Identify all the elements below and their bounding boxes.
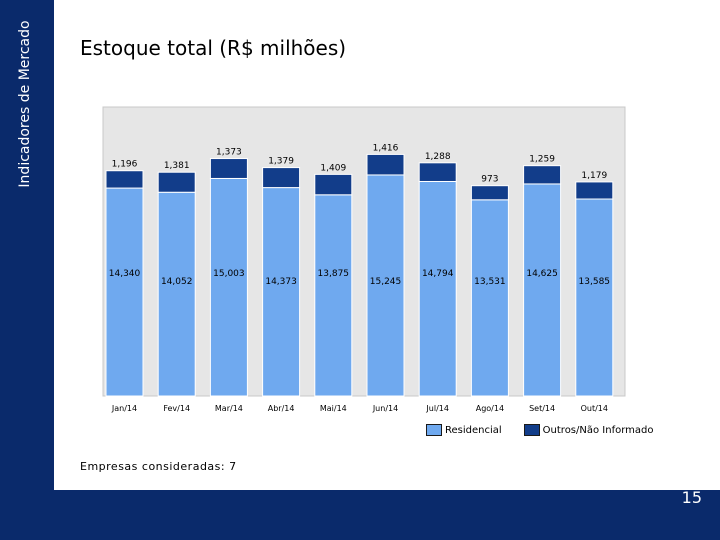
bar-outros: [523, 165, 562, 185]
bar-residencial: [470, 199, 509, 397]
data-label-outros: 1,259: [529, 155, 555, 165]
x-tick-label: Jul/14: [425, 404, 449, 413]
data-label-outros: 1,179: [581, 171, 607, 181]
x-tick-label: Jan/14: [111, 404, 137, 413]
data-label-outros: 1,381: [164, 161, 190, 171]
footnote: Empresas consideradas: 7: [80, 460, 237, 473]
x-tick-label: Set/14: [529, 404, 555, 413]
legend-label-residencial: Residencial: [445, 424, 502, 436]
data-label-residencial: 14,052: [161, 277, 193, 287]
bar-outros: [157, 171, 196, 193]
data-label-outros: 1,416: [373, 143, 399, 153]
data-label-residencial: 13,585: [579, 277, 611, 287]
data-label-outros: 973: [481, 175, 498, 185]
footer-band: [54, 490, 720, 540]
bar-residencial: [262, 187, 301, 397]
legend-swatch-residencial: [426, 424, 442, 436]
bar-outros: [366, 153, 405, 176]
x-tick-label: Out/14: [581, 404, 608, 413]
bar-outros: [105, 170, 144, 189]
data-label-residencial: 15,003: [213, 269, 245, 279]
data-label-residencial: 14,625: [526, 269, 558, 279]
legend-swatch-outros: [523, 424, 540, 436]
legend-item-outros: Outros/Não Informado: [523, 424, 654, 436]
chart-legend: Residencial Outros/Não Informado: [426, 424, 676, 436]
bar-residencial: [523, 183, 562, 397]
x-tick-label: Ago/14: [476, 404, 504, 413]
data-label-residencial: 14,794: [422, 269, 454, 279]
side-band: [0, 0, 54, 540]
x-tick-label: Mai/14: [320, 404, 347, 413]
bar-outros: [314, 173, 353, 196]
legend-label-outros: Outros/Não Informado: [542, 424, 654, 436]
bar-residencial: [575, 198, 614, 397]
bar-outros: [575, 181, 614, 200]
data-label-outros: 1,196: [112, 160, 138, 170]
data-label-residencial: 14,373: [265, 277, 297, 287]
data-label-outros: 1,288: [425, 152, 451, 162]
data-label-residencial: 15,245: [370, 277, 402, 287]
data-label-outros: 1,373: [216, 148, 242, 158]
bar-outros: [470, 185, 509, 201]
bar-outros: [209, 158, 248, 179]
data-label-residencial: 14,340: [109, 269, 141, 279]
bar-residencial: [157, 191, 196, 397]
data-label-outros: 1,409: [320, 163, 346, 173]
data-label-residencial: 13,531: [474, 277, 506, 287]
legend-item-residencial: Residencial: [426, 424, 502, 436]
chart-title: Estoque total (R$ milhões): [80, 36, 347, 60]
bar-residencial: [366, 174, 405, 397]
data-label-residencial: 13,875: [318, 269, 350, 279]
bar-residencial: [209, 177, 248, 397]
bar-outros: [262, 167, 301, 189]
x-tick-label: Jun/14: [372, 404, 398, 413]
x-tick-label: Fev/14: [163, 404, 190, 413]
bar-residencial: [418, 180, 457, 397]
bar-residencial: [314, 194, 353, 397]
data-label-outros: 1,379: [268, 157, 294, 167]
page-number: 15: [681, 488, 702, 507]
x-tick-label: Abr/14: [268, 404, 295, 413]
bar-outros: [418, 162, 457, 182]
bar-residencial: [105, 187, 144, 397]
x-tick-label: Mar/14: [215, 404, 243, 413]
